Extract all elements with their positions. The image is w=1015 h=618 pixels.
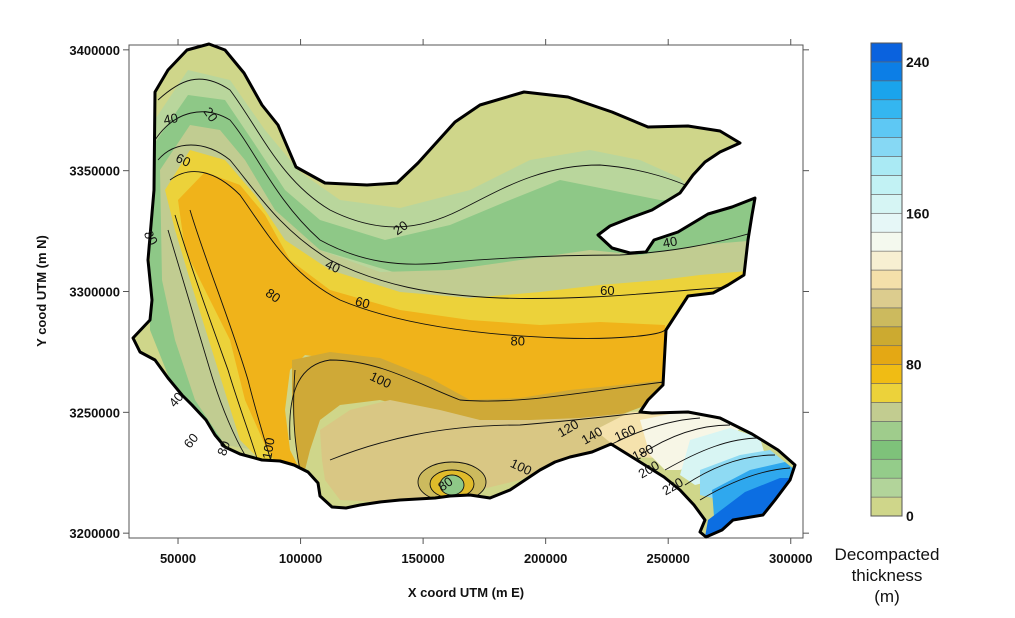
y-tick-label: 3350000 [69,164,120,179]
contour-line-120 [329,411,651,461]
contour-line-80 [169,171,666,339]
dome-inner [440,475,464,495]
contour-line-60-west [174,214,259,463]
colorbar-segment [870,118,903,138]
colorbar-tick-label: 240 [906,54,930,70]
band-240-250 [705,478,792,537]
colorbar-segment [870,421,903,441]
colorbar-segment [870,288,903,309]
contour-line-60-north [157,144,756,299]
colorbar-segment [870,212,903,233]
y-tick-label: 3300000 [69,285,120,300]
colorbar-segment [870,402,903,422]
contour-line-80-west [189,209,273,466]
colorbar: 0 80 160 240 [870,42,930,524]
band-60-80 [165,150,760,465]
colorbar-segment [870,194,903,214]
contour-label: 100 [259,436,278,460]
colorbar-segment [870,156,903,176]
contour-label: 20 [200,104,221,124]
contour-label: 40 [162,110,179,127]
contour-line-160 [639,424,731,456]
x-tick-label: 100000 [279,551,322,566]
colorbar-segment [870,231,903,252]
colorbar-segment [870,326,903,347]
y-axis-ticks: 3200000 3250000 3300000 3350000 3400000 [69,43,809,541]
contour-label: 40 [662,233,679,250]
contour-line-20-north [157,78,706,228]
contour-line-100 [289,359,665,441]
contour-label: 80 [214,439,233,458]
x-tick-label: 250000 [647,551,690,566]
contour-line-180 [664,437,761,471]
colorbar-segment [870,80,903,101]
colorbar-tick-label: 80 [906,357,922,373]
contour-label: 20 [390,218,410,239]
colorbar-segment [870,61,903,82]
x-axis-title: X coord UTM (m E) [408,585,524,600]
x-axis-ticks: 50000 100000 150000 200000 250000 300000 [160,39,812,566]
x-tick-label: 200000 [524,551,567,566]
colorbar-tick-label: 0 [906,508,914,524]
band-120-140 [320,400,660,502]
contour-line-200 [684,454,776,486]
colorbar-segment [870,99,903,119]
x-tick-label: 300000 [769,551,812,566]
region-outline [131,42,797,539]
colorbar-segment [870,477,903,498]
colorbar-tick-label: 160 [906,205,930,221]
colorbar-segment [870,137,903,157]
contour-line-100-west [293,369,301,471]
colorbar-title: Decompacted thickness (m) [835,545,940,606]
contour-line-140 [611,417,701,445]
band-100-120 [292,352,665,480]
band-40-60 [160,125,760,450]
contour-line-220 [699,467,791,501]
colorbar-segment [870,345,903,365]
contour-label: 80 [510,334,524,349]
colorbar-segment [870,364,903,384]
y-tick-label: 3250000 [69,405,120,420]
colorbar-segment [870,496,903,517]
contour-label: 60 [174,150,193,170]
colorbar-segment [870,269,903,290]
y-tick-label: 3200000 [69,526,120,541]
contour-label: 40 [323,257,342,277]
contour-label: 80 [141,228,161,248]
colorbar-title-line: (m) [874,587,899,606]
colorbar-segment [870,250,903,271]
colorbar-title-line: thickness [852,566,923,585]
colorbar-segment [870,440,903,460]
colorbar-segment [870,307,903,328]
band-20-40 [150,95,760,440]
y-axis-title: Y cood UTM (m N) [34,235,49,347]
x-tick-label: 50000 [160,551,196,566]
colorbar-segment [870,42,903,63]
colorbar-frame [870,42,903,517]
contour-line-40-west [167,229,246,456]
contour-label: 60 [600,283,614,298]
colorbar-segment [870,458,903,479]
contour-label: 80 [435,474,455,495]
x-tick-label: 150000 [401,551,444,566]
colorbar-title-line: Decompacted [835,545,940,564]
colorbar-segment [870,175,903,195]
contour-label: 80 [263,285,283,306]
contour-label: 60 [354,293,372,311]
y-tick-label: 3400000 [69,43,120,58]
colorbar-segment [870,383,903,403]
